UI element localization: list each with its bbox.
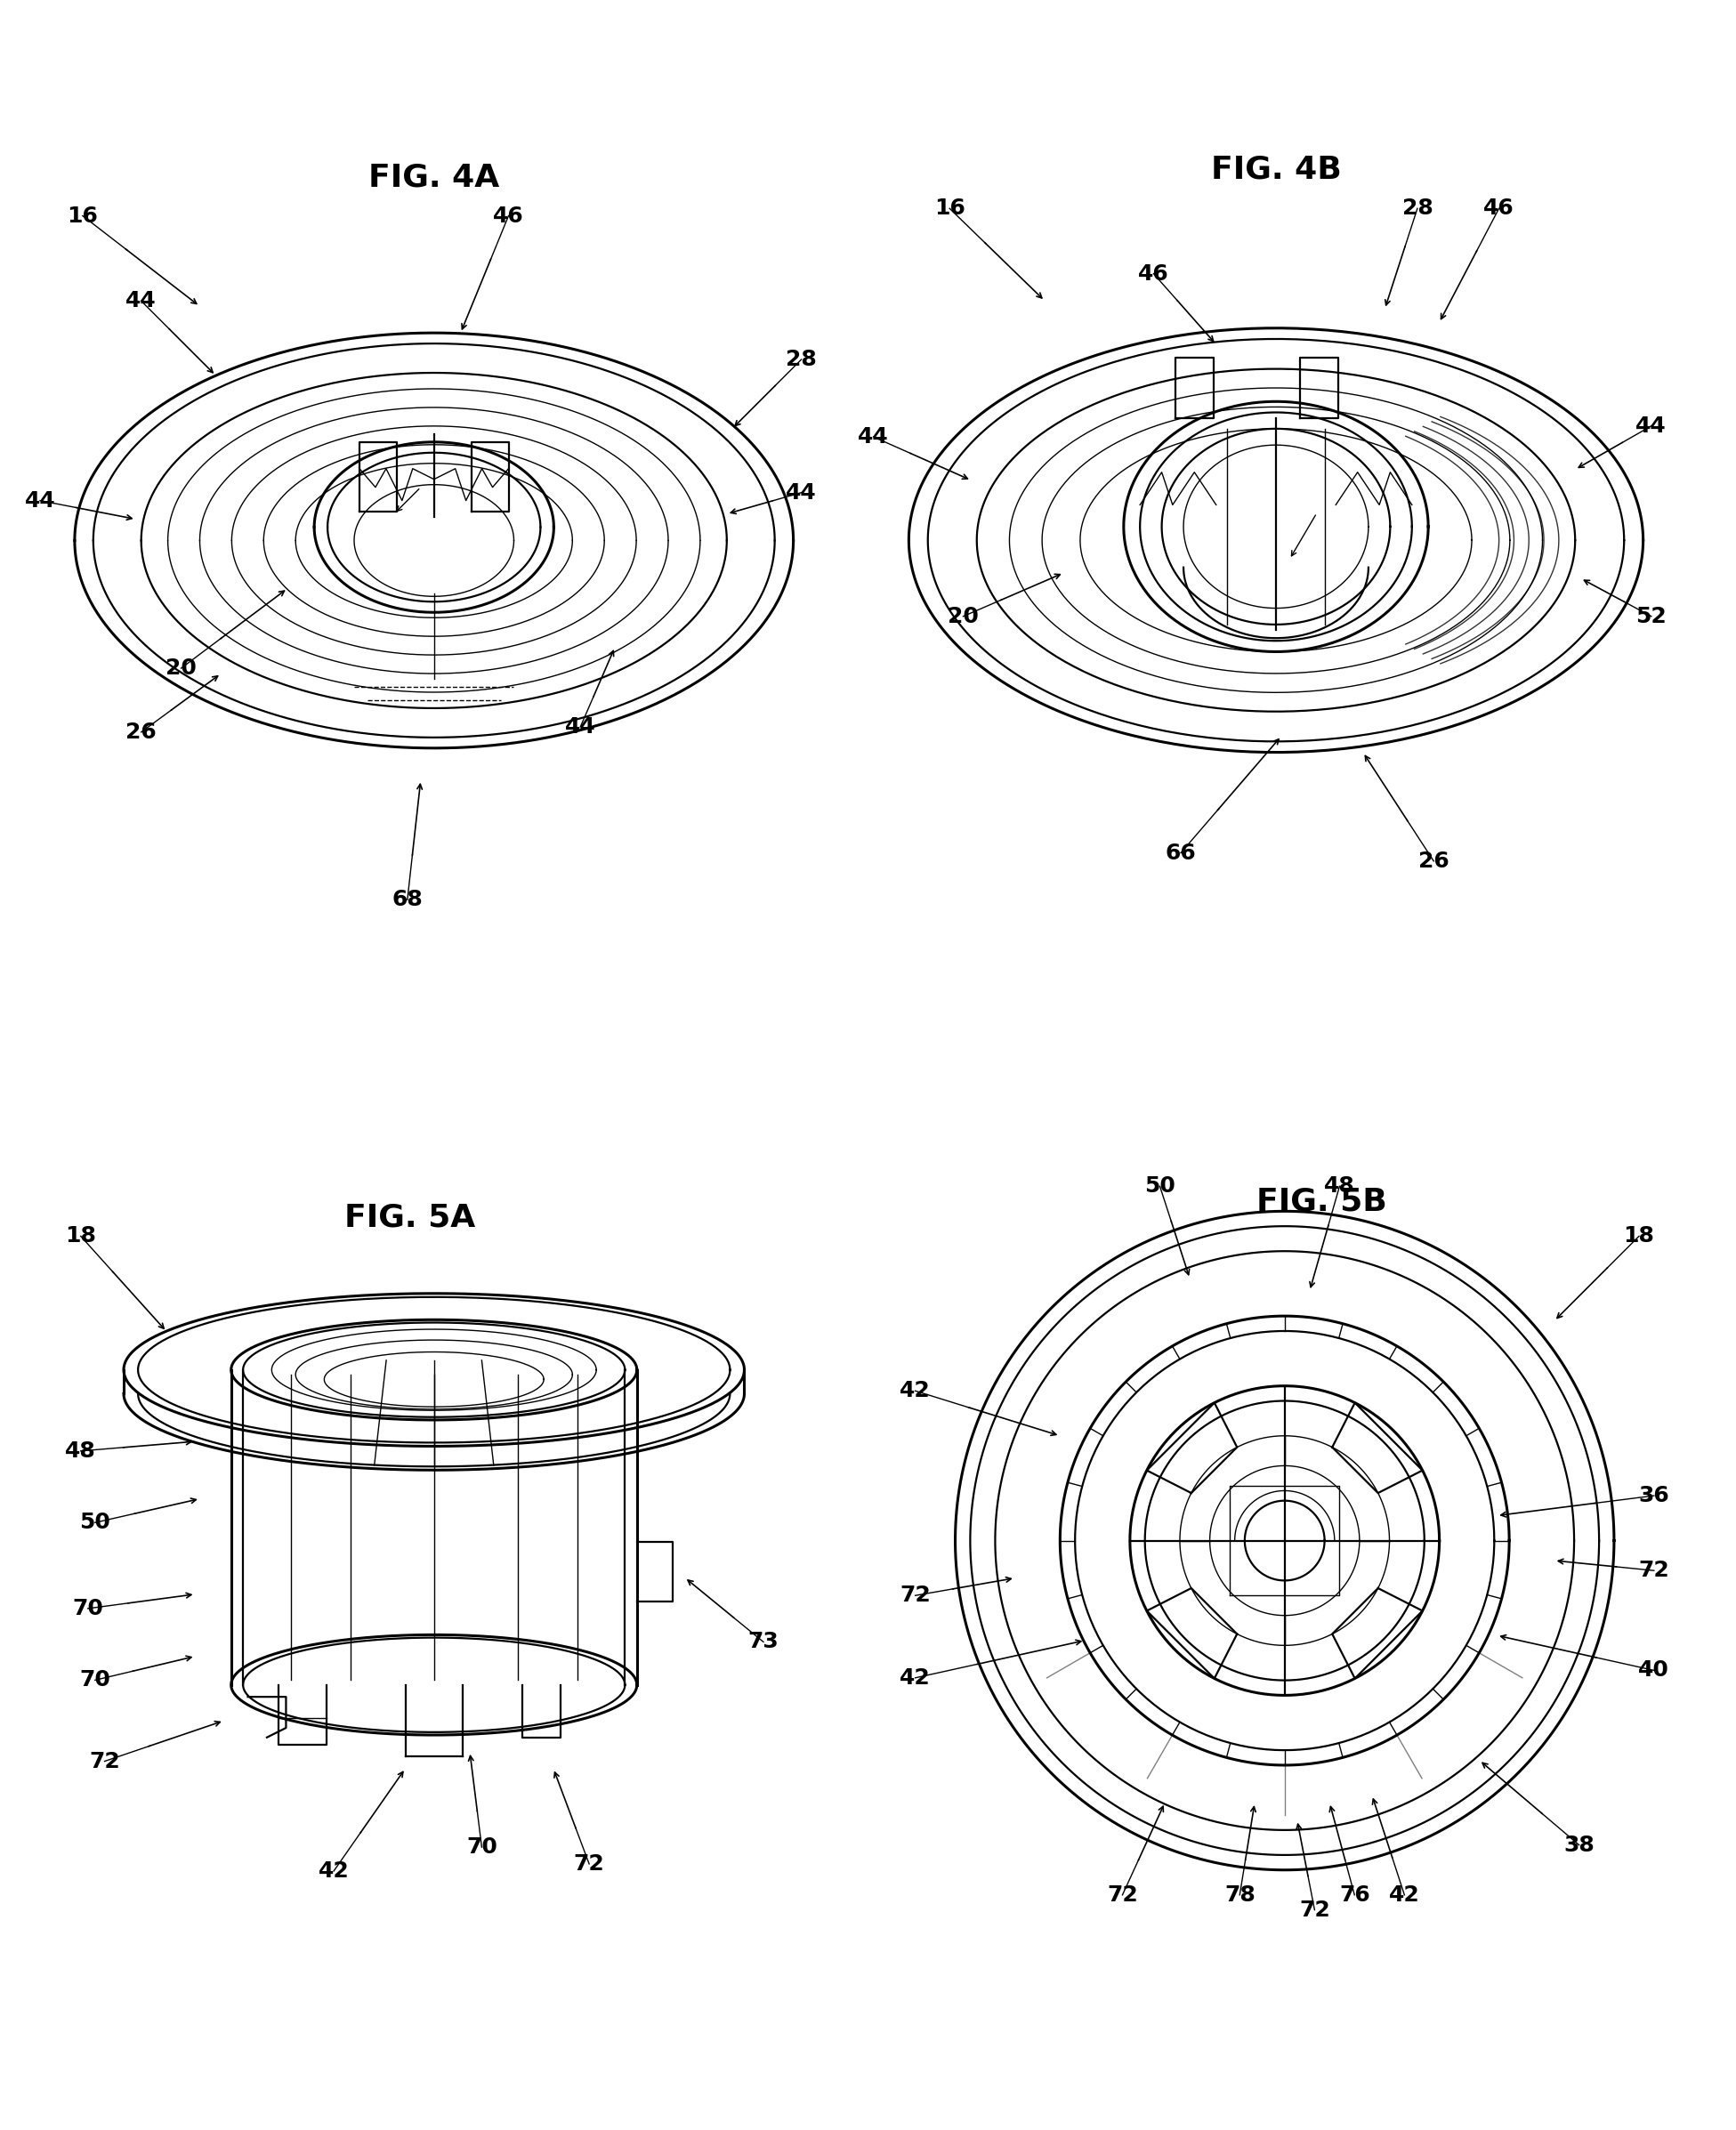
Text: 70: 70 xyxy=(80,1670,111,1691)
Text: 52: 52 xyxy=(1635,605,1667,626)
Text: 16: 16 xyxy=(934,198,965,219)
Text: 42: 42 xyxy=(318,1859,349,1881)
Text: 44: 44 xyxy=(858,426,889,447)
Text: 76: 76 xyxy=(1338,1885,1370,1906)
Text: 42: 42 xyxy=(1389,1885,1420,1906)
Text: 72: 72 xyxy=(1299,1900,1330,1921)
Text: 48: 48 xyxy=(66,1440,95,1461)
Text: 26: 26 xyxy=(125,722,156,743)
Text: 36: 36 xyxy=(1639,1485,1670,1506)
Text: 20: 20 xyxy=(948,605,979,626)
Text: 42: 42 xyxy=(899,1668,930,1689)
Text: 70: 70 xyxy=(467,1836,496,1857)
Text: FIG. 4A: FIG. 4A xyxy=(368,162,500,194)
Text: 44: 44 xyxy=(125,290,156,311)
Text: 44: 44 xyxy=(564,716,595,737)
Text: 70: 70 xyxy=(73,1598,104,1619)
Text: 46: 46 xyxy=(493,204,524,226)
Text: 72: 72 xyxy=(1108,1885,1137,1906)
Text: 48: 48 xyxy=(1325,1176,1356,1197)
Text: 42: 42 xyxy=(899,1380,930,1402)
Text: 50: 50 xyxy=(80,1512,111,1534)
Text: 50: 50 xyxy=(1144,1176,1175,1197)
Text: 18: 18 xyxy=(1623,1225,1654,1246)
Text: 44: 44 xyxy=(1635,415,1667,437)
Text: 20: 20 xyxy=(165,658,196,679)
Text: FIG. 5B: FIG. 5B xyxy=(1257,1186,1387,1216)
Text: 44: 44 xyxy=(24,490,56,511)
Text: 78: 78 xyxy=(1224,1885,1255,1906)
Text: 44: 44 xyxy=(786,481,818,503)
Text: 72: 72 xyxy=(573,1853,604,1874)
Text: 46: 46 xyxy=(1139,262,1168,285)
Text: 72: 72 xyxy=(1639,1559,1670,1580)
Text: 68: 68 xyxy=(392,888,424,910)
Text: 66: 66 xyxy=(1165,841,1196,863)
Text: FIG. 4B: FIG. 4B xyxy=(1210,153,1342,185)
Text: FIG. 5A: FIG. 5A xyxy=(345,1203,476,1233)
Text: 38: 38 xyxy=(1564,1834,1595,1855)
Text: 40: 40 xyxy=(1639,1659,1670,1681)
Text: 28: 28 xyxy=(1403,198,1432,219)
Text: 26: 26 xyxy=(1418,850,1450,871)
Text: 72: 72 xyxy=(899,1585,930,1606)
Text: 18: 18 xyxy=(66,1225,95,1246)
Text: 16: 16 xyxy=(68,204,99,226)
Text: 28: 28 xyxy=(786,349,818,371)
Text: 72: 72 xyxy=(89,1751,120,1772)
Text: 46: 46 xyxy=(1484,198,1514,219)
Text: 73: 73 xyxy=(748,1632,779,1653)
